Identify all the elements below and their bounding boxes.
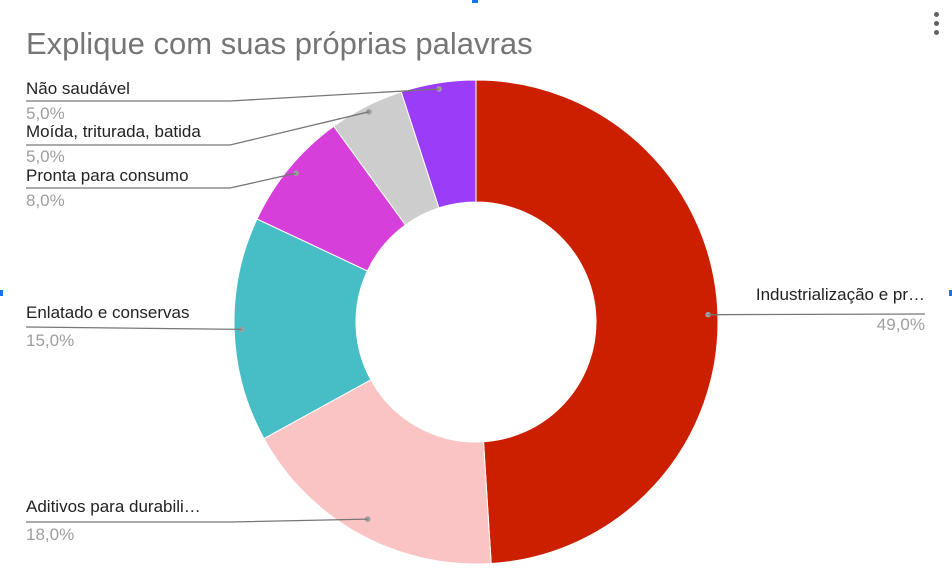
chart-title: Explique com suas próprias palavras <box>26 26 533 61</box>
slice-label: Aditivos para durabili… <box>26 497 201 516</box>
leader-line <box>26 88 440 102</box>
donut-slice[interactable] <box>400 79 477 209</box>
leader-line <box>26 111 370 146</box>
slice-label: Não saudável <box>26 79 130 98</box>
slice-value-label: 18,0% <box>26 525 74 544</box>
more-vertical-icon[interactable] <box>930 12 942 42</box>
slice-label: Enlatado e conservas <box>26 303 190 322</box>
leader-line <box>26 518 368 523</box>
slice-value-label: 49,0% <box>877 315 925 334</box>
leader-dot <box>238 326 245 333</box>
leader-line <box>25 326 242 331</box>
selection-handle-right[interactable] <box>949 290 952 296</box>
leader-line <box>708 313 926 316</box>
donut-slice[interactable] <box>263 379 492 565</box>
selection-handle-left[interactable] <box>0 290 3 296</box>
leader-dot <box>366 109 372 115</box>
slice-label: Moída, triturada, batida <box>26 122 201 141</box>
selection-handle-top[interactable] <box>472 0 478 3</box>
slice-value-label: 15,0% <box>26 331 74 350</box>
leader-line <box>26 172 297 189</box>
leader-dot <box>364 516 371 522</box>
slices-layer <box>233 79 719 565</box>
slice-value-label: 5,0% <box>26 147 65 166</box>
slice-value-label: 8,0% <box>26 191 65 210</box>
slice-label: Industrialização e pr… <box>756 285 925 304</box>
donut-slice[interactable] <box>475 79 719 565</box>
leader-dot <box>705 311 711 318</box>
leaders-layer <box>25 86 926 523</box>
labels-layer: Industrialização e pr… 49,0% Aditivos para… <box>26 79 925 544</box>
slice-value-label: 5,0% <box>26 104 65 123</box>
slice-label: Pronta para consumo <box>26 166 189 185</box>
donut-slice[interactable] <box>233 218 372 440</box>
